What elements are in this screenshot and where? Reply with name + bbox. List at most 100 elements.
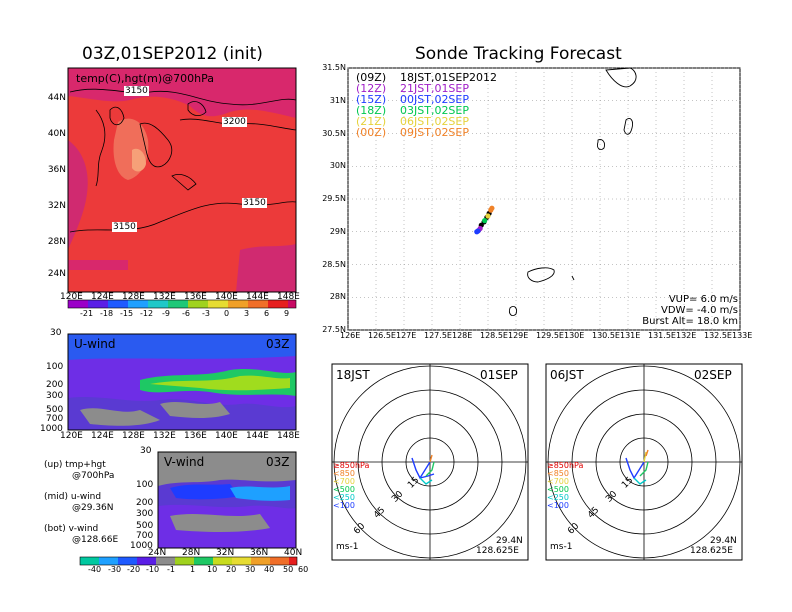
x-tick: 40N (284, 548, 303, 558)
hodo-left-date: 01SEP (480, 368, 518, 382)
hodo-lat: 29.4N (496, 536, 523, 546)
x-tick: 128E (122, 292, 145, 302)
colorbar-label: -3 (202, 309, 210, 318)
x-tick: 131.5E (648, 331, 676, 340)
x-tick: 130E (564, 331, 585, 340)
hodo-lon: 128.625E (690, 546, 733, 556)
p-tick: 300 (136, 509, 154, 519)
x-tick: 128E (122, 431, 145, 441)
colorbar-label: -15 (120, 309, 134, 318)
contour-label: 3150 (124, 86, 149, 96)
x-tick: 129E (508, 331, 529, 340)
y-tick: 44N (47, 93, 66, 103)
x-tick: 127.5E (424, 331, 452, 340)
burst-alt: Burst Alt= 18.0 km (642, 316, 738, 327)
legend-entry: (12Z) 21JST,01SEP (356, 82, 470, 95)
x-tick: 148E (277, 292, 300, 302)
p-tick: 200 (46, 380, 64, 390)
p-tick: 100 (136, 480, 154, 490)
y-tick: 30N (329, 161, 346, 171)
track-legend: (09Z) 18JST,01SEP2012 (12Z) 21JST,01SEP (15Z… (356, 72, 497, 138)
p-tick: 100 (46, 362, 64, 372)
hodo-left-levels: ≥850hPa <850 <700 <500 <250 <100 (333, 461, 370, 510)
y-tick: 27.5N (322, 325, 346, 334)
contour-label: 3150 (242, 198, 267, 208)
hodo-right-levels: ≥850hPa <850 <700 <500 <250 <100 (547, 461, 584, 510)
x-tick: 132E (153, 292, 176, 302)
contour-label: 3200 (222, 117, 247, 127)
p-tick: 500 (136, 521, 154, 531)
colorbar-label: -20 (127, 565, 141, 574)
y-tick: 29.5N (322, 194, 346, 203)
hodograph-left (331, 363, 529, 561)
p-tick: 200 (136, 498, 154, 508)
x-tick: 144E (246, 292, 269, 302)
p-tick: 300 (46, 391, 64, 401)
temp-height-map (67, 67, 297, 293)
colorbar-label: -10 (146, 565, 160, 574)
colorbar-label: 50 (283, 565, 294, 574)
x-tick: 140E (215, 431, 238, 441)
temp-colorbar (67, 299, 297, 309)
vwind-label: V-wind (164, 455, 205, 469)
colorbar-label: 60 (298, 565, 309, 574)
colorbar-label: -21 (80, 309, 94, 318)
legend-entry: (21Z) 06JST,02SEP (356, 115, 470, 128)
x-tick: 144E (246, 431, 269, 441)
x-tick: 132.5E (704, 331, 732, 340)
colorbar-label: 1 (190, 565, 196, 574)
x-tick: 130.5E (592, 331, 620, 340)
y-tick: 28N (329, 292, 346, 302)
vdw: VDW= -4.0 m/s (661, 305, 738, 316)
colorbar-label: 20 (226, 565, 237, 574)
x-tick: 126.5E (368, 331, 396, 340)
x-tick: 136E (184, 292, 207, 302)
p-tick: 700 (136, 531, 154, 541)
hodograph-right (545, 363, 743, 561)
note-bot: (bot) v-wind @128.66E (44, 524, 119, 545)
colorbar-label: 3 (244, 309, 250, 318)
colorbar-label: -12 (140, 309, 154, 318)
legend-entry: (15Z) 00JST,02SEP (356, 93, 470, 106)
x-tick: 120E (60, 292, 83, 302)
y-tick: 30.5N (322, 128, 346, 138)
x-tick: 120E (60, 431, 83, 441)
p-tick: 1000 (40, 424, 63, 434)
uwind-panel (67, 333, 297, 431)
hodo-unit: ms-1 (550, 542, 573, 552)
x-tick: 36N (250, 548, 269, 558)
hodo-unit: ms-1 (336, 542, 359, 552)
x-tick: 148E (277, 431, 300, 441)
vwind-time: 03Z (266, 455, 290, 469)
hodo-lat: 29.4N (710, 536, 737, 546)
x-tick: 133E (732, 331, 753, 340)
note-mid: (mid) u-wind @29.36N (44, 492, 114, 513)
p-tick: 1000 (130, 541, 153, 551)
contour-label: 3150 (112, 222, 137, 232)
y-tick: 28N (47, 237, 66, 247)
colorbar-label: -40 (88, 565, 102, 574)
vup: VUP= 6.0 m/s (668, 294, 738, 305)
hodo-right-time: 06JST (550, 368, 584, 382)
x-tick: 140E (215, 292, 238, 302)
colorbar-label: -18 (100, 309, 114, 318)
vwind-panel (157, 451, 297, 549)
x-tick: 129.5E (536, 331, 564, 340)
track-point (489, 205, 495, 211)
uwind-time: 03Z (266, 337, 290, 351)
colorbar-label: 10 (207, 565, 218, 574)
p-tick: 30 (140, 446, 152, 456)
legend-entry: (18Z) 03JST,02SEP (356, 104, 470, 117)
y-tick: 31.5N (322, 63, 346, 72)
x-tick: 128.5E (480, 331, 508, 340)
colorbar-label: 40 (264, 565, 275, 574)
x-tick: 131E (620, 331, 641, 340)
track-params: VUP= 6.0 m/s VDW= -4.0 m/s Burst Alt= 18… (598, 294, 738, 327)
x-tick: 32N (216, 548, 235, 558)
colorbar-label: 30 (245, 565, 256, 574)
y-tick: 28.5N (322, 259, 346, 269)
p-tick: 30 (50, 328, 62, 338)
x-tick: 132E (676, 331, 697, 340)
y-tick: 24N (47, 269, 66, 279)
p-tick: 700 (46, 414, 64, 424)
